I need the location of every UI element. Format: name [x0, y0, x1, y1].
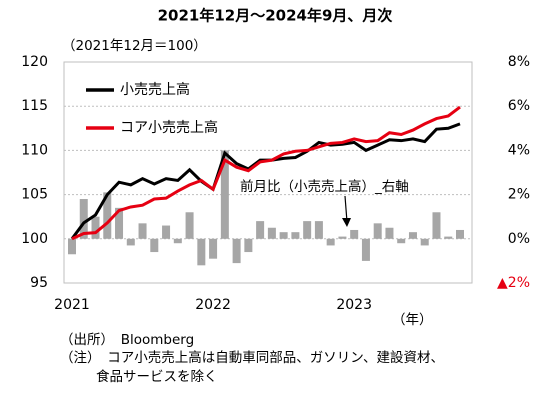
- bar: [420, 238, 429, 246]
- legend-label: コア小売売上高: [120, 119, 218, 136]
- bar: [232, 238, 241, 264]
- y-tick-label: 105: [21, 187, 48, 203]
- bar: [314, 221, 323, 239]
- bar: [162, 225, 171, 239]
- bar: [373, 223, 382, 239]
- bar: [408, 232, 417, 239]
- bar: [385, 227, 394, 239]
- y2-tick-label: 0%: [508, 231, 530, 247]
- x-tick-label: 2021: [54, 297, 90, 313]
- arrow-head: [342, 218, 351, 227]
- bar: [350, 229, 359, 239]
- x-unit: （年）: [392, 312, 433, 328]
- y2-tick-label: ▲2%: [497, 275, 530, 291]
- y-tick-label: 115: [21, 98, 48, 114]
- chart-title: 2021年12月～2024年9月、月次: [158, 7, 393, 25]
- annotation-arrow: [344, 195, 348, 223]
- x-tick-label: 2022: [195, 297, 231, 313]
- y-tick-label: 120: [21, 54, 48, 70]
- bar: [303, 221, 312, 239]
- bar: [244, 238, 253, 253]
- bar: [185, 212, 194, 239]
- y2-tick-label: 2%: [508, 187, 530, 203]
- bar: [432, 212, 441, 239]
- bar: [338, 236, 347, 239]
- legend-label: 小売売上高: [120, 81, 190, 98]
- annotation: 前月比（小売売上高）_右軸: [240, 178, 409, 195]
- y-tick-label: 110: [21, 142, 48, 158]
- line: [71, 105, 461, 241]
- y2-tick-label: 8%: [508, 54, 530, 70]
- bar: [115, 207, 124, 239]
- bar: [138, 223, 147, 239]
- y2-tick-label: 6%: [508, 98, 530, 114]
- bar: [456, 229, 464, 239]
- x-tick-label: 2023: [336, 297, 372, 313]
- y-tick-label: 95: [30, 275, 48, 291]
- y2-tick-label: 4%: [508, 142, 530, 158]
- bar: [173, 238, 182, 244]
- bar: [267, 227, 276, 239]
- bar: [68, 238, 76, 255]
- bar: [326, 238, 335, 246]
- bar: [197, 238, 206, 266]
- note: （注） コア小売売上高は自動車同部品、ガソリン、建設資材、: [60, 349, 444, 366]
- bar: [279, 232, 288, 239]
- bar: [256, 221, 265, 239]
- bar: [126, 238, 135, 246]
- bar: [361, 238, 370, 261]
- note: （出所） Bloomberg: [60, 332, 194, 348]
- bar: [444, 236, 453, 239]
- note: 食品サービスを除く: [96, 368, 218, 385]
- bar: [91, 216, 100, 239]
- chart-subtitle: （2021年12月＝100）: [62, 38, 207, 54]
- bar: [103, 192, 112, 239]
- bar: [291, 232, 300, 239]
- bar: [150, 238, 159, 253]
- y-tick-label: 100: [21, 231, 48, 247]
- bar: [397, 238, 406, 244]
- bar: [79, 199, 88, 239]
- bar: [220, 150, 229, 239]
- bar: [209, 238, 218, 259]
